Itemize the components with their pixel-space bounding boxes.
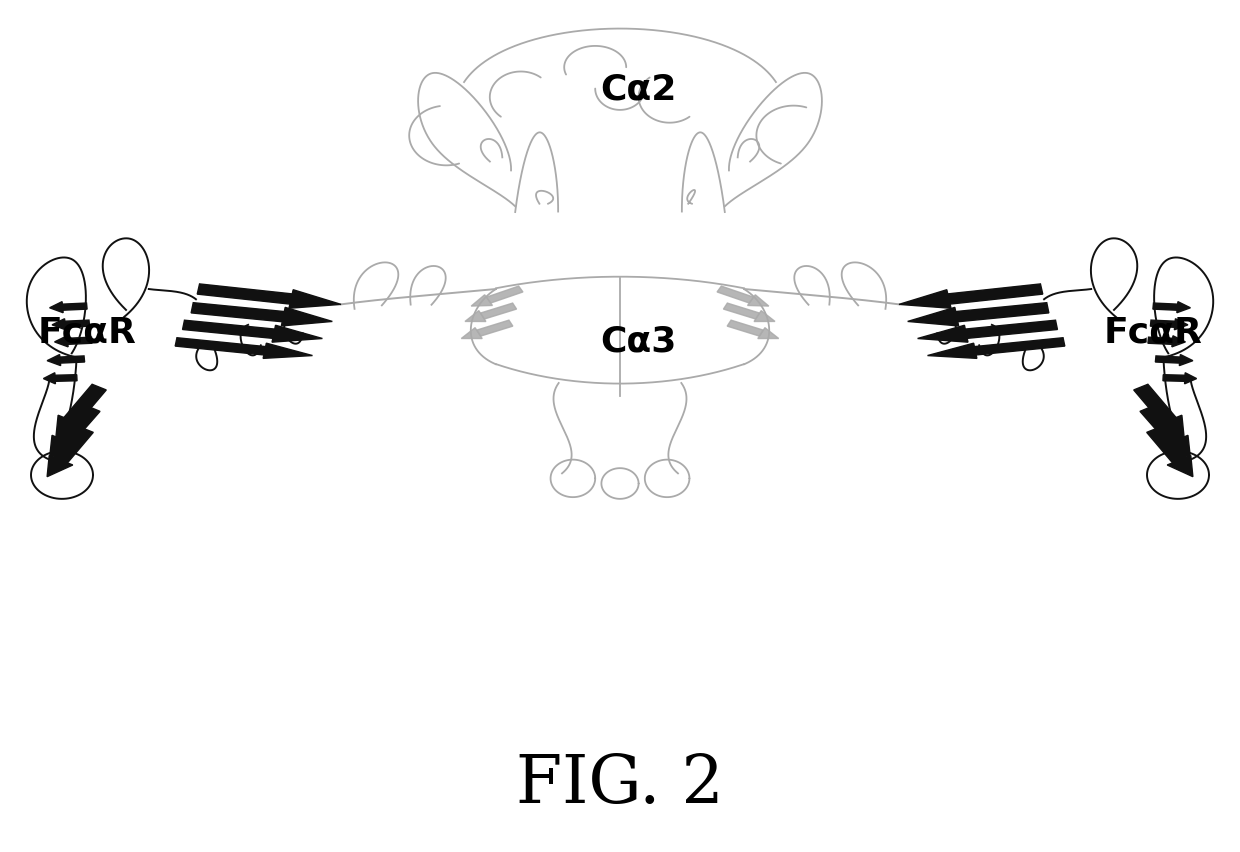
Text: FcαR: FcαR (37, 315, 136, 349)
Text: FIG. 2: FIG. 2 (516, 751, 724, 816)
Polygon shape (1151, 320, 1176, 328)
Polygon shape (1153, 303, 1178, 311)
Polygon shape (43, 373, 56, 384)
Polygon shape (1167, 456, 1193, 477)
Polygon shape (55, 428, 93, 463)
Polygon shape (486, 287, 523, 303)
Polygon shape (182, 321, 275, 339)
Polygon shape (748, 296, 769, 307)
Polygon shape (52, 320, 66, 331)
Polygon shape (1133, 385, 1176, 423)
Polygon shape (1172, 337, 1185, 348)
Polygon shape (289, 291, 341, 309)
Polygon shape (928, 343, 977, 359)
Polygon shape (50, 436, 78, 458)
Polygon shape (758, 328, 779, 339)
Polygon shape (1177, 302, 1190, 314)
Polygon shape (908, 308, 959, 326)
Polygon shape (50, 302, 63, 314)
Polygon shape (60, 356, 84, 364)
Polygon shape (965, 321, 1058, 339)
Polygon shape (1163, 375, 1185, 382)
Polygon shape (175, 338, 265, 355)
Polygon shape (191, 303, 284, 322)
Polygon shape (727, 320, 764, 337)
Polygon shape (58, 406, 100, 444)
Polygon shape (272, 326, 322, 343)
Polygon shape (1147, 428, 1185, 463)
Polygon shape (281, 308, 332, 326)
Polygon shape (47, 355, 61, 366)
Polygon shape (471, 296, 492, 307)
Polygon shape (56, 416, 84, 439)
Polygon shape (975, 338, 1065, 355)
Polygon shape (64, 385, 107, 423)
Polygon shape (723, 303, 760, 320)
Polygon shape (476, 320, 513, 337)
Polygon shape (1156, 356, 1180, 364)
Polygon shape (1174, 320, 1188, 331)
Polygon shape (55, 337, 68, 348)
Polygon shape (480, 303, 517, 320)
Polygon shape (1179, 355, 1193, 366)
Polygon shape (47, 456, 73, 477)
Polygon shape (956, 303, 1049, 322)
Polygon shape (64, 320, 89, 328)
Polygon shape (67, 337, 92, 345)
Polygon shape (465, 311, 486, 322)
Polygon shape (1156, 416, 1184, 439)
Polygon shape (62, 303, 87, 311)
Polygon shape (263, 343, 312, 359)
Polygon shape (899, 291, 951, 309)
Text: FcαR: FcαR (1104, 315, 1203, 349)
Polygon shape (947, 285, 1043, 305)
Polygon shape (461, 328, 482, 339)
Polygon shape (1140, 406, 1182, 444)
Polygon shape (754, 311, 775, 322)
Polygon shape (717, 287, 754, 303)
Polygon shape (55, 375, 77, 382)
Polygon shape (1148, 337, 1173, 345)
Text: Cα3: Cα3 (600, 324, 677, 358)
Polygon shape (1162, 436, 1190, 458)
Text: Cα2: Cα2 (600, 72, 677, 106)
Polygon shape (197, 285, 293, 305)
Polygon shape (1184, 373, 1197, 384)
Polygon shape (918, 326, 968, 343)
